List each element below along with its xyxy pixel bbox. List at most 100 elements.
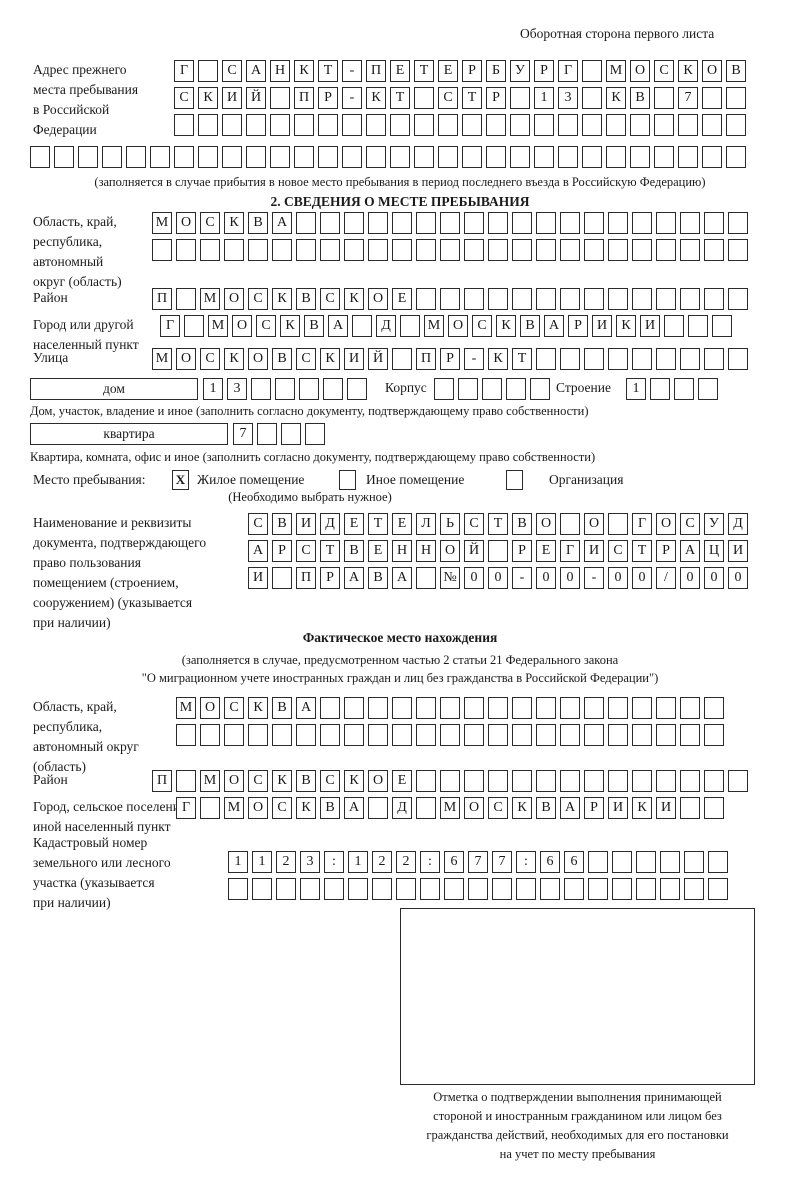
char-cell[interactable] [512, 212, 532, 234]
char-cell[interactable]: И [592, 315, 612, 337]
char-cell[interactable]: Т [462, 87, 482, 109]
char-cell[interactable]: 6 [540, 851, 560, 873]
char-cell[interactable]: Й [246, 87, 266, 109]
char-cell[interactable] [390, 114, 410, 136]
char-cell[interactable]: 3 [227, 378, 247, 400]
char-cell[interactable]: В [296, 770, 316, 792]
char-cell[interactable] [372, 878, 392, 900]
char-cell[interactable]: Й [368, 348, 388, 370]
char-cell[interactable] [536, 288, 556, 310]
char-cell[interactable] [296, 724, 316, 746]
char-cell[interactable] [584, 697, 604, 719]
char-cell[interactable] [656, 348, 676, 370]
char-cell[interactable] [462, 146, 482, 168]
char-cell[interactable] [224, 724, 244, 746]
char-cell[interactable]: О [656, 513, 676, 535]
char-cell[interactable]: Е [392, 288, 412, 310]
char-cell[interactable] [584, 239, 604, 261]
char-cell[interactable] [656, 697, 676, 719]
char-cell[interactable]: О [440, 540, 460, 562]
char-cell[interactable] [632, 697, 652, 719]
char-cell[interactable] [536, 724, 556, 746]
char-cell[interactable]: 7 [678, 87, 698, 109]
char-cell[interactable]: О [200, 697, 220, 719]
char-cell[interactable] [464, 724, 484, 746]
char-cell[interactable] [704, 288, 724, 310]
prev-address-row-4[interactable] [30, 146, 750, 168]
char-cell[interactable]: 3 [300, 851, 320, 873]
char-cell[interactable] [584, 348, 604, 370]
char-cell[interactable] [248, 239, 268, 261]
stay-type-option-organizaciya[interactable]: Организация [549, 472, 624, 487]
char-cell[interactable]: В [536, 797, 556, 819]
char-cell[interactable] [654, 87, 674, 109]
char-cell[interactable] [416, 239, 436, 261]
char-cell[interactable] [458, 378, 478, 400]
char-cell[interactable] [564, 878, 584, 900]
char-cell[interactable] [512, 239, 532, 261]
char-cell[interactable]: 3 [558, 87, 578, 109]
char-cell[interactable]: О [464, 797, 484, 819]
char-cell[interactable]: И [608, 797, 628, 819]
char-cell[interactable]: К [366, 87, 386, 109]
char-cell[interactable] [680, 697, 700, 719]
char-cell[interactable]: Е [390, 60, 410, 82]
char-cell[interactable] [684, 851, 704, 873]
char-cell[interactable] [352, 315, 372, 337]
char-cell[interactable] [294, 146, 314, 168]
char-cell[interactable]: Е [536, 540, 556, 562]
char-cell[interactable] [348, 878, 368, 900]
char-cell[interactable] [464, 770, 484, 792]
confirmation-stamp-box[interactable] [400, 908, 755, 1085]
char-cell[interactable]: : [324, 851, 344, 873]
char-cell[interactable]: К [294, 60, 314, 82]
char-cell[interactable] [270, 114, 290, 136]
char-cell[interactable]: О [248, 348, 268, 370]
char-cell[interactable] [323, 378, 343, 400]
char-cell[interactable] [582, 87, 602, 109]
char-cell[interactable]: Г [560, 540, 580, 562]
char-cell[interactable] [632, 288, 652, 310]
char-cell[interactable] [702, 114, 722, 136]
char-cell[interactable] [664, 315, 684, 337]
char-cell[interactable] [680, 797, 700, 819]
char-cell[interactable] [176, 288, 196, 310]
char-cell[interactable] [272, 567, 292, 589]
char-cell[interactable]: О [232, 315, 252, 337]
char-cell[interactable] [416, 697, 436, 719]
char-cell[interactable] [320, 212, 340, 234]
char-cell[interactable]: С [272, 797, 292, 819]
char-cell[interactable] [704, 797, 724, 819]
char-cell[interactable]: С [248, 288, 268, 310]
char-cell[interactable] [510, 146, 530, 168]
char-cell[interactable]: А [328, 315, 348, 337]
char-cell[interactable] [294, 114, 314, 136]
char-cell[interactable]: К [272, 770, 292, 792]
char-cell[interactable] [512, 770, 532, 792]
char-cell[interactable] [560, 513, 580, 535]
char-cell[interactable]: 0 [560, 567, 580, 589]
char-cell[interactable] [560, 212, 580, 234]
char-cell[interactable] [414, 87, 434, 109]
char-cell[interactable] [464, 212, 484, 234]
char-cell[interactable]: М [200, 770, 220, 792]
char-cell[interactable] [726, 114, 746, 136]
char-cell[interactable] [252, 878, 272, 900]
char-cell[interactable]: Г [632, 513, 652, 535]
char-cell[interactable]: Р [318, 87, 338, 109]
char-cell[interactable]: 1 [626, 378, 646, 400]
char-cell[interactable]: А [544, 315, 564, 337]
char-cell[interactable]: В [726, 60, 746, 82]
char-cell[interactable]: В [272, 697, 292, 719]
char-cell[interactable]: М [152, 348, 172, 370]
char-cell[interactable] [275, 378, 295, 400]
char-cell[interactable] [184, 315, 204, 337]
stay-type-checkbox-zhiloe[interactable]: X [172, 470, 189, 490]
char-cell[interactable]: С [464, 513, 484, 535]
char-cell[interactable]: С [248, 513, 268, 535]
char-cell[interactable] [248, 724, 268, 746]
char-cell[interactable] [488, 540, 508, 562]
